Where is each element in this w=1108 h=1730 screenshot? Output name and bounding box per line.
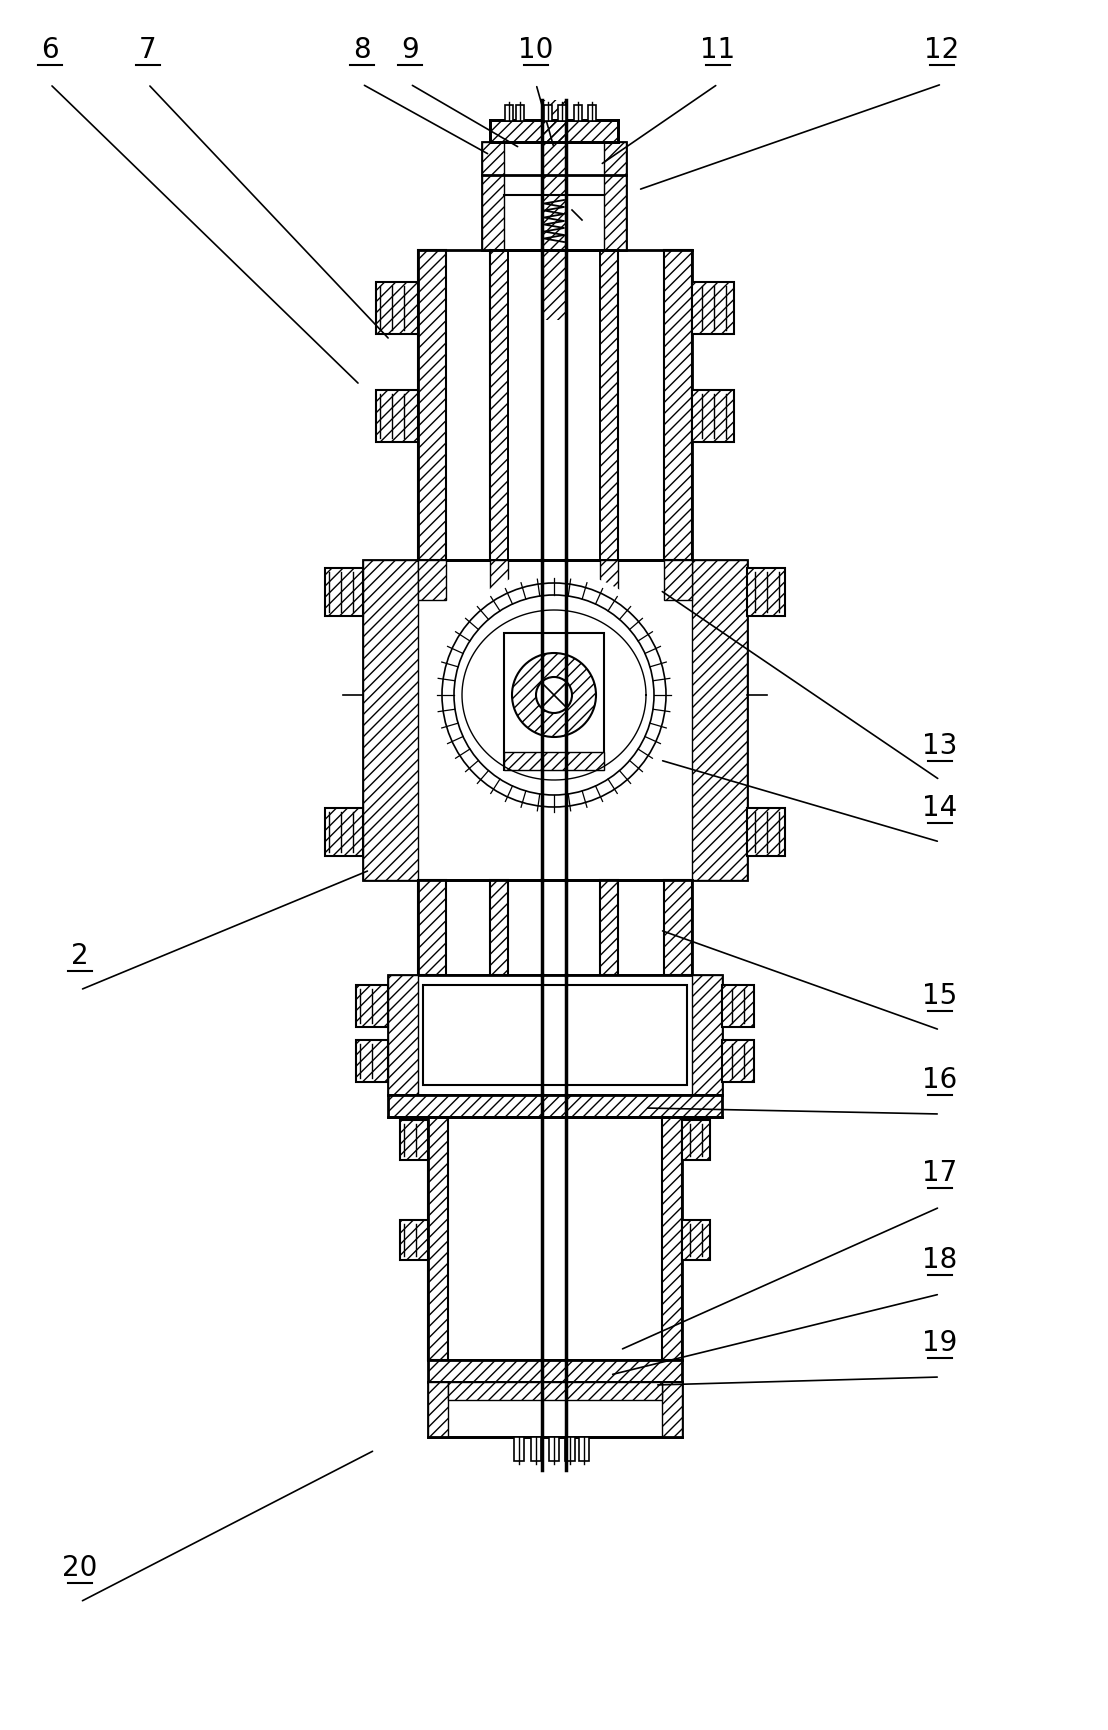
Bar [722, 1040, 755, 1081]
Text: 8: 8 [353, 36, 371, 64]
Bar [661, 1382, 683, 1438]
Bar [504, 633, 604, 770]
Bar [683, 1220, 710, 1259]
Bar [542, 100, 566, 320]
Bar [388, 976, 418, 1095]
Bar [661, 1118, 683, 1360]
Bar [356, 1040, 388, 1081]
Circle shape [454, 595, 654, 796]
Bar [544, 106, 552, 121]
Bar [428, 1360, 683, 1382]
Bar [490, 881, 507, 976]
Bar [574, 106, 582, 121]
Bar [548, 1438, 560, 1462]
Bar [428, 1382, 683, 1438]
Bar [692, 976, 722, 1095]
Bar [514, 1438, 524, 1462]
Bar [490, 561, 507, 600]
Bar [448, 1382, 661, 1400]
Bar [490, 119, 618, 142]
Text: 13: 13 [922, 732, 957, 759]
Bar [692, 561, 747, 881]
Circle shape [430, 571, 678, 818]
Bar [482, 142, 626, 251]
Bar [558, 106, 566, 121]
Text: 11: 11 [700, 36, 736, 64]
Bar [531, 1438, 541, 1462]
Bar [418, 881, 447, 976]
Bar [428, 1382, 448, 1438]
Bar [601, 251, 618, 561]
Text: 20: 20 [62, 1554, 98, 1581]
Bar [565, 1438, 575, 1462]
Text: 12: 12 [924, 36, 960, 64]
Bar [664, 251, 692, 561]
Bar [363, 561, 418, 881]
Bar [400, 1119, 428, 1161]
Bar [325, 808, 363, 856]
Bar [428, 1118, 448, 1360]
Bar [722, 984, 755, 1028]
Bar [579, 1438, 589, 1462]
Bar [505, 106, 513, 121]
Bar [664, 561, 692, 600]
Bar [601, 561, 618, 600]
Bar [376, 282, 418, 334]
Bar [418, 251, 447, 561]
Text: 16: 16 [922, 1066, 957, 1093]
Bar [588, 106, 596, 121]
Bar [376, 389, 418, 441]
Bar [692, 282, 733, 334]
Text: 2: 2 [71, 943, 89, 971]
Bar [490, 251, 507, 561]
Bar [388, 976, 722, 1095]
Bar [747, 567, 784, 616]
Bar [423, 984, 687, 1085]
Text: 7: 7 [140, 36, 157, 64]
Circle shape [512, 652, 596, 737]
Text: 19: 19 [922, 1329, 957, 1356]
Bar [516, 106, 524, 121]
Bar [692, 389, 733, 441]
Bar [356, 984, 388, 1028]
Bar [325, 567, 363, 616]
Text: 14: 14 [922, 794, 957, 822]
Bar [504, 753, 604, 770]
Text: 6: 6 [41, 36, 59, 64]
Bar [482, 142, 504, 251]
Bar [601, 881, 618, 976]
Text: 17: 17 [922, 1159, 957, 1187]
Bar [418, 561, 447, 600]
Bar [448, 1118, 661, 1360]
Bar [683, 1119, 710, 1161]
Bar [363, 561, 747, 881]
Bar [604, 142, 626, 251]
Circle shape [442, 583, 666, 806]
Bar [388, 1095, 722, 1118]
Text: 9: 9 [401, 36, 419, 64]
Text: 15: 15 [922, 983, 957, 1010]
Text: 10: 10 [519, 36, 554, 64]
Circle shape [536, 676, 572, 713]
Bar [747, 808, 784, 856]
Text: 18: 18 [922, 1246, 957, 1273]
Bar [400, 1220, 428, 1259]
Bar [507, 251, 601, 561]
Bar [664, 881, 692, 976]
